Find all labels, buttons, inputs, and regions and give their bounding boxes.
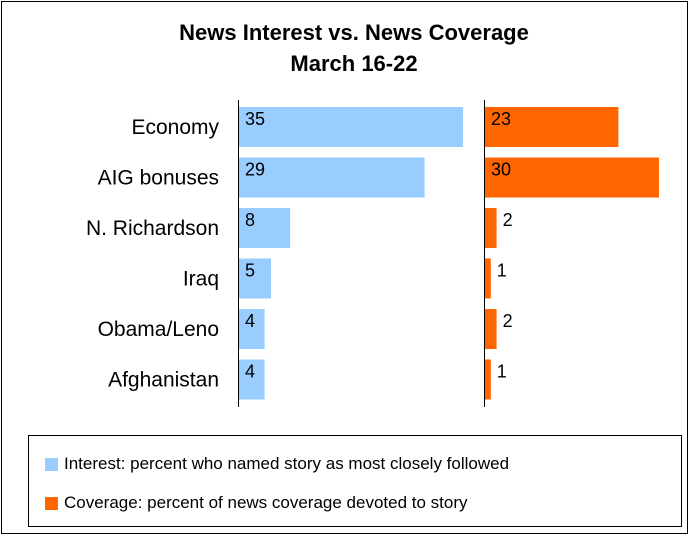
interest-bar (239, 157, 425, 198)
coverage-value-label: 1 (497, 261, 507, 281)
interest-value-label: 35 (245, 109, 265, 129)
category-label: AIG bonuses (98, 167, 219, 190)
category-label: Economy (131, 116, 219, 139)
legend-swatch-coverage (45, 496, 58, 510)
category-label: Afghanistan (108, 369, 219, 392)
interest-bar (239, 208, 291, 248)
coverage-bar (485, 208, 497, 248)
interest-bar (239, 309, 265, 349)
legend-item-coverage: Coverage: percent of news coverage devot… (45, 493, 468, 513)
chart-title: News Interest vs. News Coverage (179, 20, 529, 45)
interest-bar (239, 107, 463, 147)
category-label: N. Richardson (86, 217, 219, 240)
coverage-bar (485, 107, 619, 147)
interest-bar (239, 359, 265, 400)
coverage-value-label: 2 (503, 210, 513, 230)
legend-swatch-interest (45, 457, 58, 471)
category-label: Obama/Leno (98, 318, 219, 341)
interest-bar (239, 258, 271, 299)
interest-value-label: 4 (245, 362, 255, 382)
coverage-bar (485, 309, 497, 349)
coverage-value-label: 30 (491, 160, 511, 180)
interest-value-label: 5 (245, 261, 255, 281)
legend-label-interest: Interest: percent who named story as mos… (64, 454, 510, 473)
coverage-bar (485, 157, 659, 198)
coverage-value-label: 23 (491, 109, 511, 129)
legend-label-coverage: Coverage: percent of news coverage devot… (64, 493, 468, 512)
legend-item-interest: Interest: percent who named story as mos… (45, 454, 509, 474)
coverage-value-label: 2 (503, 311, 513, 331)
interest-value-label: 4 (245, 311, 255, 331)
interest-value-label: 29 (245, 160, 265, 180)
category-label: Iraq (183, 268, 219, 291)
coverage-bar (485, 359, 491, 400)
interest-value-label: 8 (245, 210, 255, 230)
chart-subtitle: March 16-22 (290, 51, 417, 76)
legend: Interest: percent who named story as mos… (28, 435, 682, 527)
coverage-bar (485, 258, 491, 299)
coverage-value-label: 1 (497, 362, 507, 382)
